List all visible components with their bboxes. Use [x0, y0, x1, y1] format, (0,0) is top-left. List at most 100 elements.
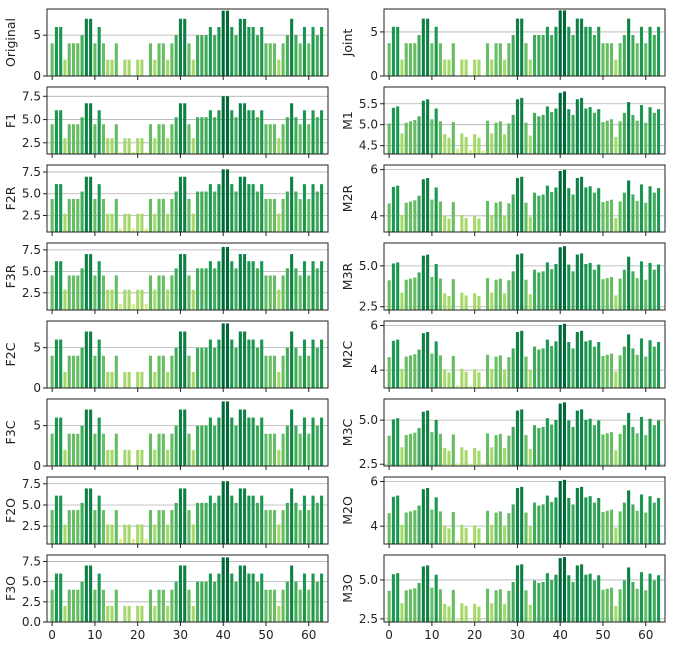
axes-frame	[46, 476, 329, 545]
bar	[588, 262, 592, 310]
bar	[396, 495, 400, 544]
bar	[443, 603, 447, 622]
bar	[277, 371, 281, 388]
bar	[97, 110, 101, 154]
bar	[84, 254, 88, 310]
bar	[157, 510, 161, 544]
bar	[89, 565, 93, 622]
bar	[200, 191, 204, 232]
bar	[550, 346, 554, 388]
bar	[396, 573, 400, 622]
bar	[221, 323, 225, 388]
bar	[298, 275, 302, 310]
bar	[131, 538, 135, 544]
bar	[315, 117, 319, 154]
bar	[571, 426, 575, 466]
bar	[315, 502, 319, 544]
bar	[294, 191, 298, 232]
y-tick-label: 4.5	[359, 139, 378, 153]
y-tick-label: 0	[370, 69, 378, 83]
bar	[473, 603, 477, 622]
y-tick-label: 2.5	[22, 595, 41, 609]
bar	[174, 425, 178, 466]
bar	[114, 198, 118, 232]
bar	[657, 497, 661, 544]
bar	[408, 433, 413, 466]
bar	[584, 497, 588, 544]
bar	[631, 271, 635, 310]
bar	[277, 289, 281, 310]
bar	[413, 432, 417, 466]
y-tick-label: 6	[370, 474, 378, 488]
bar	[123, 213, 127, 232]
bar	[93, 43, 97, 76]
bar	[213, 35, 217, 76]
bar	[584, 574, 588, 622]
bar	[67, 198, 71, 232]
bar	[161, 433, 165, 466]
bar	[627, 18, 631, 76]
bar	[307, 355, 311, 388]
bar	[438, 433, 442, 466]
axes-frame	[46, 320, 329, 389]
bar	[217, 184, 221, 232]
bar	[627, 180, 631, 232]
axes-frame	[46, 8, 329, 77]
bar	[396, 339, 400, 388]
bar	[464, 450, 468, 466]
bar	[421, 100, 425, 154]
bar	[204, 425, 208, 466]
y-tick-label: 4	[370, 209, 378, 223]
bar	[174, 268, 178, 310]
bar	[451, 202, 455, 232]
bar	[601, 511, 605, 544]
bar	[451, 434, 455, 466]
bar	[524, 202, 528, 232]
bar	[396, 106, 400, 154]
bar	[391, 419, 395, 466]
bar	[101, 433, 105, 466]
bar	[524, 43, 528, 76]
bar	[320, 261, 324, 310]
bar	[208, 495, 212, 544]
bar	[106, 449, 110, 466]
bar	[575, 565, 579, 622]
bar	[136, 449, 140, 466]
bar	[451, 43, 455, 76]
y-tick-label: 5.0	[22, 498, 41, 512]
x-tick-label: 0	[48, 628, 56, 642]
bar	[272, 124, 277, 154]
bar	[588, 340, 592, 388]
bar	[567, 575, 571, 622]
bar	[648, 26, 652, 77]
bar	[605, 354, 609, 388]
bar	[490, 59, 494, 76]
bar	[404, 356, 408, 388]
bar	[80, 268, 84, 310]
bar	[251, 573, 255, 622]
bar	[264, 124, 268, 154]
bar	[507, 357, 511, 388]
bar	[558, 481, 562, 544]
y-tick-label: 6	[370, 318, 378, 332]
bar	[511, 504, 515, 544]
bar	[140, 289, 144, 310]
x-tick-label: 40	[216, 628, 231, 642]
bar	[63, 213, 67, 232]
bar	[434, 574, 438, 622]
bar	[408, 511, 413, 544]
bar	[153, 138, 157, 154]
bar	[213, 191, 217, 232]
bar	[166, 289, 170, 310]
bar	[238, 18, 242, 76]
bar	[183, 565, 187, 622]
bar	[447, 295, 451, 310]
bar	[584, 419, 588, 466]
bar	[191, 213, 195, 232]
bar	[183, 488, 187, 544]
bar	[417, 116, 421, 154]
bar	[605, 200, 609, 232]
bar	[562, 10, 567, 77]
axes-frame	[383, 320, 666, 389]
bar	[255, 191, 259, 232]
